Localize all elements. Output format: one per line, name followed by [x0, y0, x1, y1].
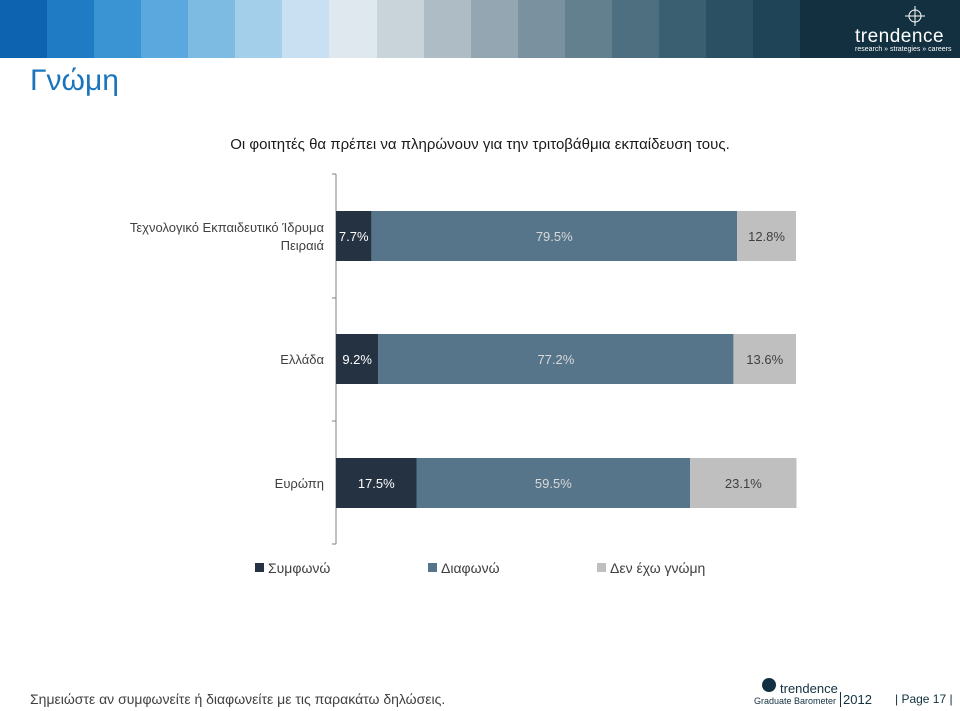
- legend-label: Διαφωνώ: [441, 560, 500, 576]
- bar-segment: [733, 334, 796, 384]
- category-label: Ευρώπη: [275, 476, 324, 491]
- footer-note: Σημειώστε αν συμφωνείτε ή διαφωνείτε με …: [30, 691, 446, 707]
- band-segment: [282, 0, 330, 58]
- band-segment: [423, 0, 471, 58]
- band-segment: [94, 0, 142, 58]
- band-segment: [517, 0, 565, 58]
- chart-title: Οι φοιτητές θα πρέπει να πληρώνουν για τ…: [230, 136, 730, 153]
- bar-segment: [336, 334, 379, 384]
- band-segment: [188, 0, 236, 58]
- bar-segment: [336, 211, 372, 261]
- bar-segment: [336, 458, 417, 508]
- page-title: Γνώμη: [30, 64, 119, 97]
- band-segment: [47, 0, 95, 58]
- data-label: 77.2%: [537, 352, 574, 367]
- bar-segment: [371, 211, 738, 261]
- trendence-logo: trendence research » strategies » career…: [800, 0, 960, 58]
- data-label: 7.7%: [339, 229, 369, 244]
- data-label: 13.6%: [746, 352, 783, 367]
- band-segment: [564, 0, 612, 58]
- data-label: 23.1%: [725, 476, 762, 491]
- footer-logo-year: 2012: [840, 692, 872, 707]
- band-segment: [329, 0, 377, 58]
- graduate-barometer-logo: trendence Graduate Barometer 2012: [752, 678, 872, 708]
- data-label: 12.8%: [748, 229, 785, 244]
- category-label: Ελλάδα: [280, 352, 324, 367]
- header-band: trendence research » strategies » career…: [0, 0, 960, 58]
- bar-segment: [737, 211, 796, 261]
- globe-icon: [762, 678, 776, 692]
- data-label: 9.2%: [342, 352, 372, 367]
- logo-tagline: research » strategies » careers: [855, 46, 952, 53]
- logo-text: trendence: [855, 26, 945, 47]
- band-segment: [611, 0, 659, 58]
- data-label: 17.5%: [358, 476, 395, 491]
- legend-label: Δεν έχω γνώμη: [610, 560, 705, 576]
- legend-swatch: [255, 563, 264, 572]
- band-segment: [376, 0, 424, 58]
- color-band: [0, 0, 801, 58]
- legend-swatch: [597, 563, 606, 572]
- band-segment: [235, 0, 283, 58]
- data-label: 59.5%: [535, 476, 572, 491]
- band-segment: [141, 0, 189, 58]
- footer-logo-text: trendence: [780, 681, 838, 696]
- crosshair-star-icon: [905, 6, 925, 26]
- bar-segment: [378, 334, 734, 384]
- page-number: | Page 17 |: [895, 692, 953, 706]
- category-label: Τεχνολογικό Εκπαιδευτικό Ίδρυμα: [130, 220, 325, 235]
- legend-swatch: [428, 563, 437, 572]
- band-segment: [753, 0, 801, 58]
- legend-label: Συμφωνώ: [268, 560, 330, 576]
- bar-segment: [690, 458, 797, 508]
- bar-segment: [416, 458, 691, 508]
- data-label: 79.5%: [536, 229, 573, 244]
- band-segment: [0, 0, 48, 58]
- band-segment: [470, 0, 518, 58]
- footer-logo-sub: Graduate Barometer: [754, 696, 837, 706]
- category-label: Πειραιά: [281, 238, 325, 253]
- band-segment: [705, 0, 753, 58]
- band-segment: [658, 0, 706, 58]
